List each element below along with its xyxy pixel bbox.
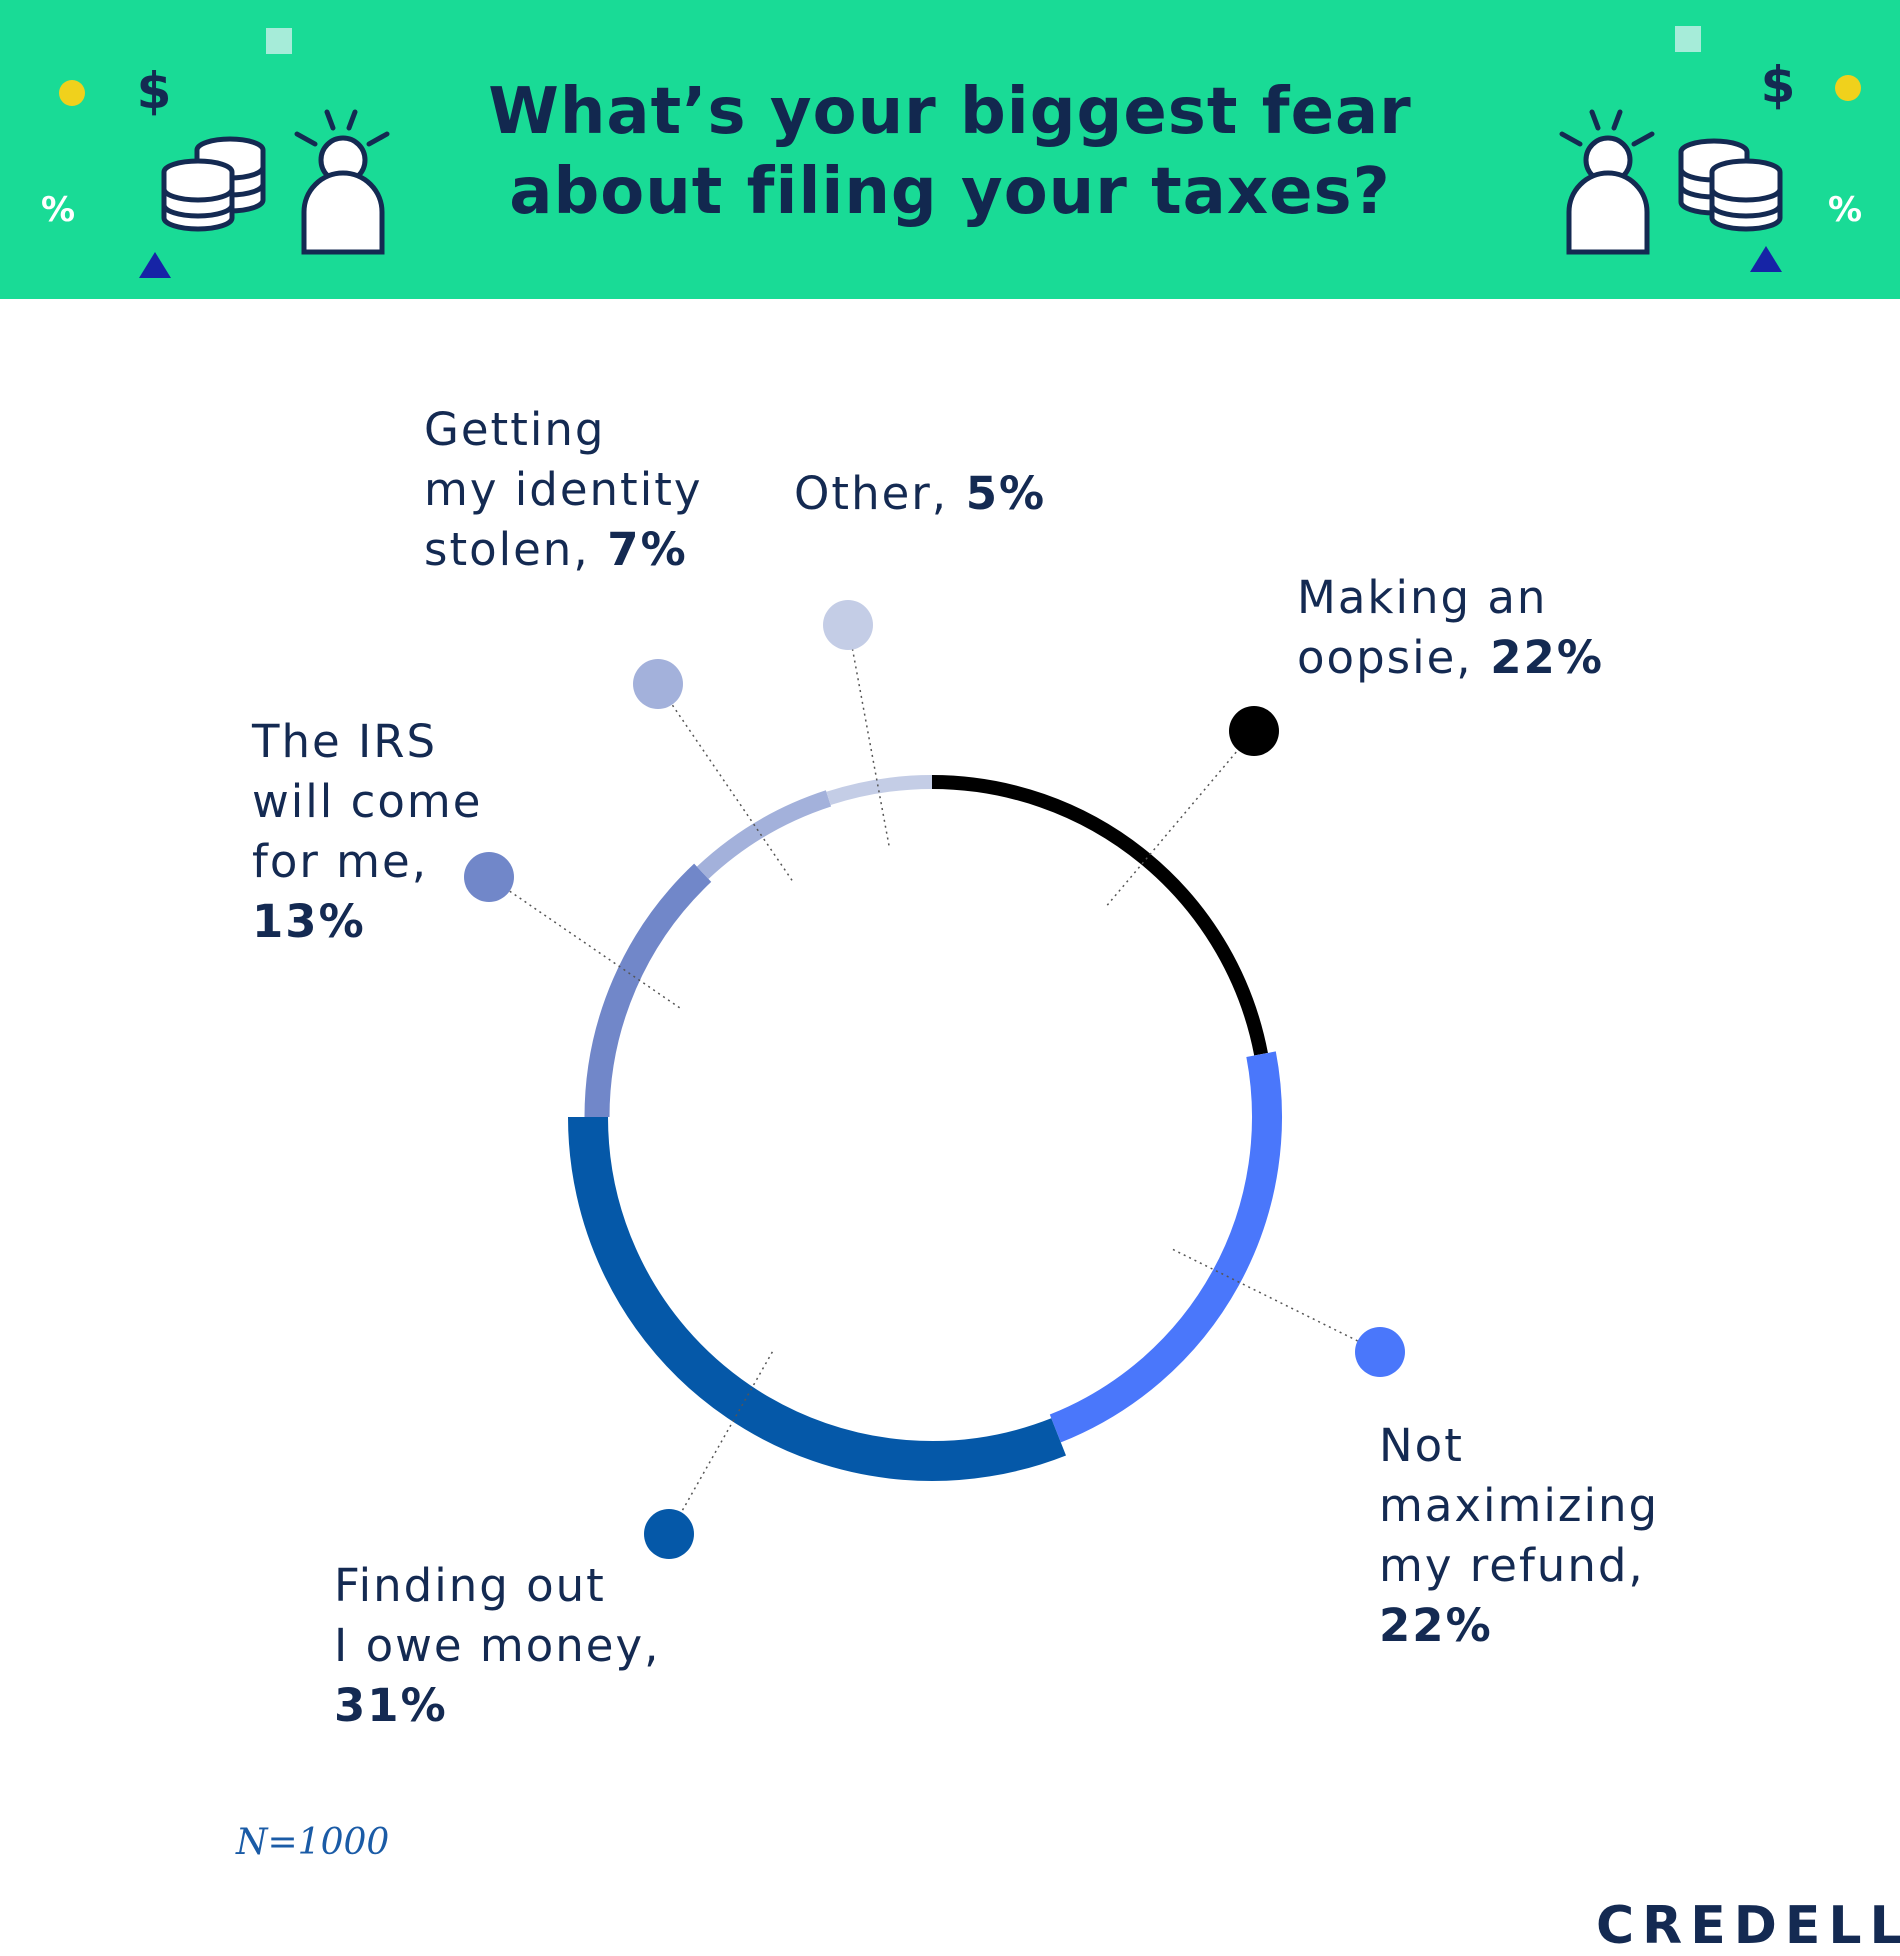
slice-value-oopsie: 22%: [1472, 631, 1604, 684]
percent-icon: %: [1828, 190, 1862, 230]
leader-line-irs: [488, 876, 681, 1009]
donut-slice-oopsie: [931, 775, 1268, 1056]
slice-value-other: 5%: [948, 467, 1047, 520]
title-line-1: What’s your biggest fear: [488, 75, 1412, 149]
slice-label-line: Not: [1379, 1419, 1464, 1472]
square-icon: [266, 28, 292, 54]
slice-label-line: maximizing: [1379, 1479, 1660, 1532]
slice-label-line: I owe money,: [334, 1619, 661, 1672]
triangle-icon: [139, 252, 171, 278]
yellow-dot-icon: [1835, 75, 1861, 101]
donut-slice-irs: [584, 863, 712, 1118]
leader-line-identity: [657, 683, 793, 881]
slice-label-line: Other, 5%: [794, 467, 1047, 520]
marker-dot-owe: [644, 1509, 694, 1559]
title-line-2: about filing your taxes?: [509, 155, 1391, 229]
slice-label-line: stolen, 7%: [424, 523, 688, 576]
leader-line-refund: [1172, 1248, 1381, 1353]
slice-label-line: Finding out: [334, 1559, 606, 1612]
sample-size-note: N=1000: [236, 1822, 390, 1863]
marker-dot-other: [823, 600, 873, 650]
slice-value-irs: 13%: [252, 895, 366, 948]
yellow-dot-icon: [59, 80, 85, 106]
banner-decorations: $ % $ %: [0, 0, 1900, 299]
coins-stack-icon: [1678, 138, 1783, 232]
marker-dot-refund: [1355, 1327, 1405, 1377]
slice-label-irs: The IRS will come for me, 13%: [252, 712, 482, 952]
slice-label-line: Getting: [424, 403, 606, 456]
donut-slice-other: [826, 775, 933, 806]
slice-label-line: will come: [252, 775, 483, 828]
slice-value-identity: 7%: [589, 523, 688, 576]
marker-dot-irs: [464, 852, 514, 902]
marker-dot-oopsie: [1229, 706, 1279, 756]
slice-label-line: my refund,: [1379, 1539, 1645, 1592]
square-icon: [1675, 26, 1701, 52]
slice-label-line: my identity: [424, 463, 703, 516]
donut-slice-identity: [696, 790, 832, 880]
marker-dot-identity: [633, 659, 683, 709]
header-banner: $ % $ %: [0, 0, 1900, 299]
person-alert-icon: [1559, 109, 1655, 255]
leader-line-other: [847, 624, 890, 846]
person-alert-icon: [294, 109, 390, 255]
leader-line-oopsie: [1106, 730, 1255, 906]
triangle-icon: [1750, 246, 1782, 272]
slice-label-identity: Getting my identity stolen, 7%: [424, 400, 702, 580]
slice-label-owe: Finding out I owe money, 31%: [334, 1556, 660, 1736]
slice-value-owe: 31%: [334, 1679, 448, 1732]
dollar-icon: $: [1761, 56, 1796, 114]
slice-label-line: oopsie, 22%: [1297, 631, 1604, 684]
slice-label-other: Other, 5%: [794, 464, 1046, 524]
slice-value-refund: 22%: [1379, 1599, 1493, 1652]
coins-stack-icon: [161, 136, 266, 232]
donut-slice-refund: [1049, 1051, 1282, 1443]
percent-icon: %: [41, 190, 75, 230]
dollar-icon: $: [137, 62, 172, 120]
slice-label-oopsie: Making an oopsie, 22%: [1297, 568, 1604, 688]
slice-label-line: Making an: [1297, 571, 1548, 624]
slice-label-refund: Not maximizing my refund, 22%: [1379, 1416, 1659, 1656]
leader-line-owe: [668, 1351, 774, 1535]
chart-title: What’s your biggest fear about filing yo…: [450, 72, 1450, 232]
brand-logo: CREDELLO: [1596, 1896, 1900, 1956]
slice-label-line: for me,: [252, 835, 429, 888]
donut-slice-owe: [568, 1116, 1066, 1481]
slice-label-line: The IRS: [252, 715, 438, 768]
